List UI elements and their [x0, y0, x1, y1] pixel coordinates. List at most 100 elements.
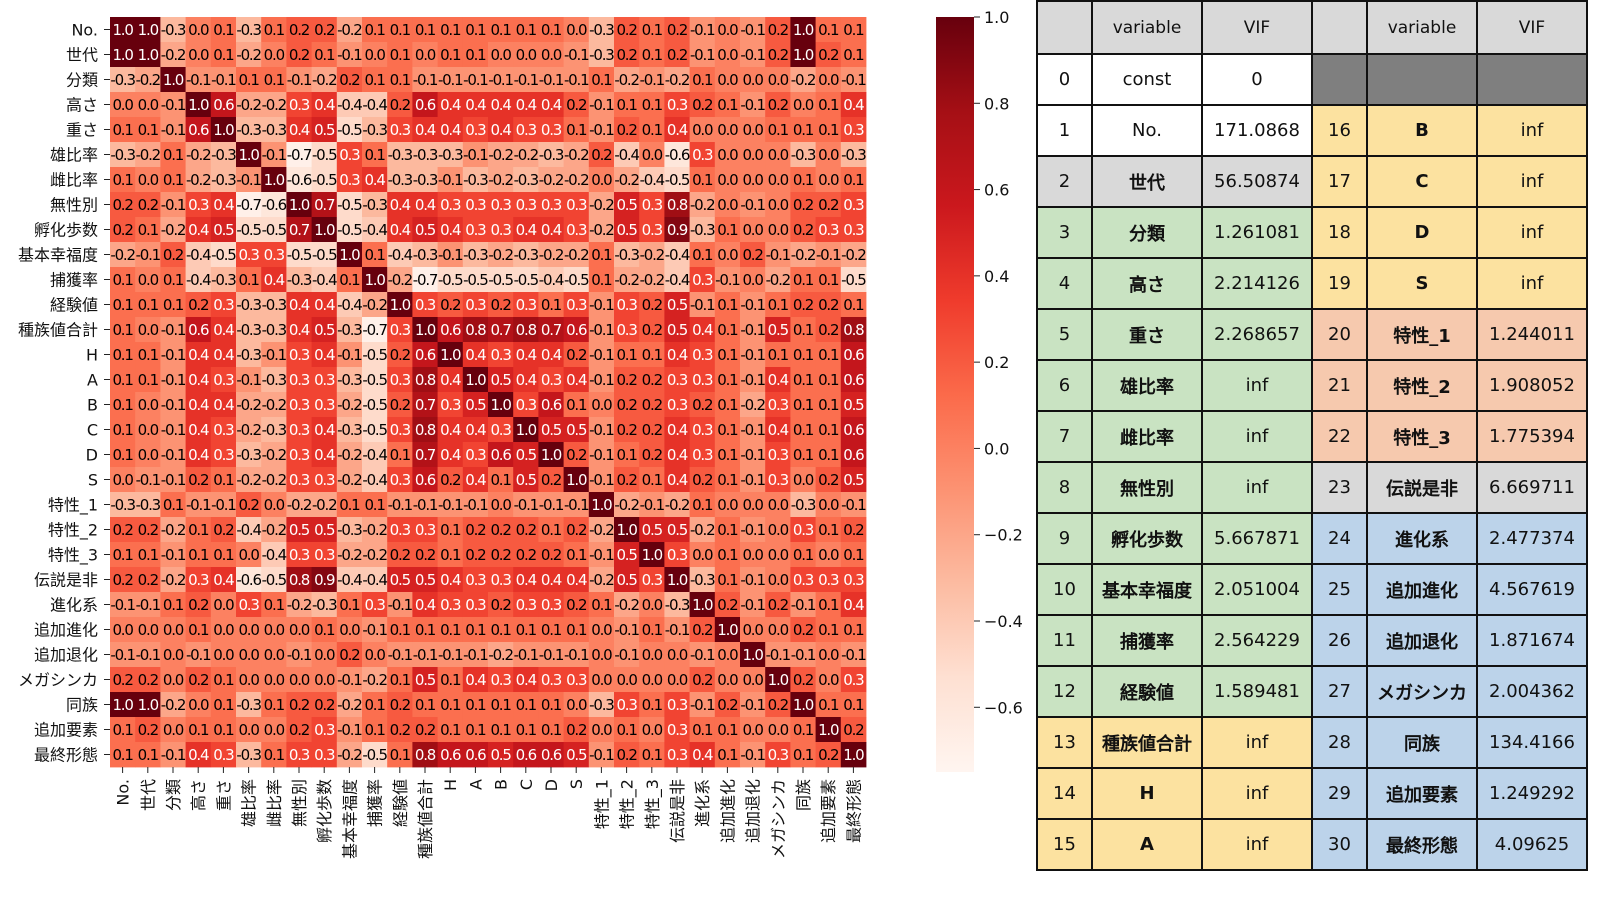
heatmap-cell-value: 0.3	[616, 296, 637, 314]
heatmap-cell	[210, 92, 237, 118]
heatmap-cell	[714, 492, 741, 518]
heatmap-cell-value: 1.0	[238, 146, 259, 164]
heatmap-cell-value: 0.0	[742, 621, 763, 639]
heatmap-cell-value: -0.2	[614, 271, 639, 289]
heatmap-cell-value: -0.2	[161, 571, 186, 589]
heatmap-cell	[135, 317, 161, 343]
heatmap-cell	[614, 217, 640, 243]
heatmap-cell-value: 0.2	[289, 46, 310, 64]
heatmap-cell-value: -0.1	[211, 71, 236, 89]
heatmap-cell-value: 0.1	[768, 121, 789, 139]
heatmap-cell	[412, 142, 438, 168]
heatmap-cell	[110, 417, 136, 443]
heatmap-cell	[110, 667, 136, 693]
heatmap-cell	[210, 617, 237, 643]
heatmap-cell-value: 0.1	[264, 71, 285, 89]
heatmap-cell	[664, 517, 690, 543]
heatmap-cell-value: -0.2	[791, 246, 816, 264]
heatmap-cell-value: -0.1	[262, 346, 287, 364]
heatmap-cell-value: 0.1	[717, 571, 738, 589]
heatmap-cell	[336, 117, 363, 143]
heatmap-cell	[286, 717, 312, 743]
heatmap-cell-value: 0.0	[818, 646, 839, 664]
heatmap-cell	[538, 692, 564, 718]
heatmap-cell	[513, 492, 539, 518]
heatmap-cell-value: 0.1	[138, 296, 159, 314]
vif-table-row: 0 const 0	[1036, 53, 1588, 106]
heatmap-cell-value: 0.2	[616, 121, 637, 139]
vif-index-cell: 22	[1311, 410, 1368, 463]
heatmap-cell	[790, 67, 816, 93]
heatmap-cell	[664, 392, 690, 418]
heatmap-cell	[664, 17, 690, 43]
heatmap-cell	[185, 742, 212, 768]
heatmap-cell-value: 0.0	[238, 546, 259, 564]
heatmap-cell-value: 0.1	[717, 746, 738, 764]
vif-variable-cell: A	[1091, 818, 1203, 871]
heatmap-cell-value: 0.4	[440, 96, 461, 114]
heatmap-cell-value: -0.2	[262, 96, 287, 114]
y-tick-label: 進化系	[50, 596, 98, 615]
heatmap-cell-value: -0.3	[413, 171, 438, 189]
heatmap-cell-value: 0.4	[188, 346, 209, 364]
heatmap-cell	[311, 742, 338, 768]
heatmap-cell	[387, 692, 413, 718]
heatmap-cell	[311, 67, 338, 93]
vif-variable-cell: 伝説是非	[1366, 461, 1478, 514]
heatmap-cell-value: -0.2	[312, 496, 337, 514]
heatmap-cell	[689, 17, 716, 43]
heatmap-cell-value: -0.3	[690, 221, 715, 239]
heatmap-cell	[311, 117, 338, 143]
heatmap-cell-value: 0.1	[163, 146, 184, 164]
heatmap-cell-value: 1.0	[415, 321, 436, 339]
heatmap-cell-value: 0.2	[616, 471, 637, 489]
heatmap-cell	[588, 317, 615, 343]
heatmap-cell-value: 1.0	[692, 596, 713, 614]
heatmap-cell-value: 0.4	[415, 196, 436, 214]
heatmap-cell-value: 0.1	[415, 621, 436, 639]
heatmap-cell	[236, 67, 262, 93]
heatmap-cell-value: 0.2	[566, 521, 587, 539]
heatmap-cell	[311, 667, 338, 693]
heatmap-cell	[614, 92, 640, 118]
heatmap-cell-value: 0.4	[440, 221, 461, 239]
heatmap-cell	[840, 717, 867, 743]
heatmap-cell-value: -0.1	[110, 646, 135, 664]
heatmap-cell	[286, 117, 312, 143]
y-tick-label: 捕獲率	[50, 271, 98, 290]
heatmap-cell-value: -0.1	[564, 496, 589, 514]
heatmap-cell	[790, 317, 816, 343]
heatmap-cell	[412, 567, 438, 593]
heatmap-cell-value: 0.3	[616, 321, 637, 339]
heatmap-cell	[740, 642, 766, 668]
heatmap-cell	[488, 267, 514, 293]
heatmap-cell	[210, 192, 237, 218]
heatmap-cell	[437, 617, 464, 643]
heatmap-cell	[210, 142, 237, 168]
heatmap-cell-value: 0.1	[843, 21, 864, 39]
heatmap-cell-value: 1.0	[138, 46, 159, 64]
heatmap-cell-value: -0.3	[690, 571, 715, 589]
heatmap-cell-value: -0.1	[740, 446, 765, 464]
heatmap-cell-value: 0.0	[717, 46, 738, 64]
vif-variable-cell: H	[1091, 767, 1203, 820]
heatmap-cell	[286, 642, 312, 668]
heatmap-cell-value: -0.1	[136, 646, 161, 664]
heatmap-cell-value: 1.0	[566, 471, 587, 489]
heatmap-cell-value: -0.3	[388, 146, 413, 164]
heatmap-cell-value: 0.1	[112, 421, 133, 439]
heatmap-cell	[588, 642, 615, 668]
heatmap-cell-value: -0.1	[690, 696, 715, 714]
heatmap-cell	[387, 467, 413, 493]
heatmap-cell	[614, 417, 640, 443]
heatmap-cell-value: 0.1	[516, 696, 537, 714]
vif-index-cell: 20	[1311, 308, 1368, 361]
heatmap-cell-value: 0.1	[566, 546, 587, 564]
heatmap-cell-value: 0.2	[390, 96, 411, 114]
heatmap-cell-value: 0.1	[390, 446, 411, 464]
heatmap-cell-value: 0.0	[717, 121, 738, 139]
heatmap-cell-value: 0.0	[264, 721, 285, 739]
heatmap-cell-value: 1.0	[642, 546, 663, 564]
heatmap-cell-value: -0.1	[589, 746, 614, 764]
y-tick-label: 雌比率	[50, 171, 98, 190]
